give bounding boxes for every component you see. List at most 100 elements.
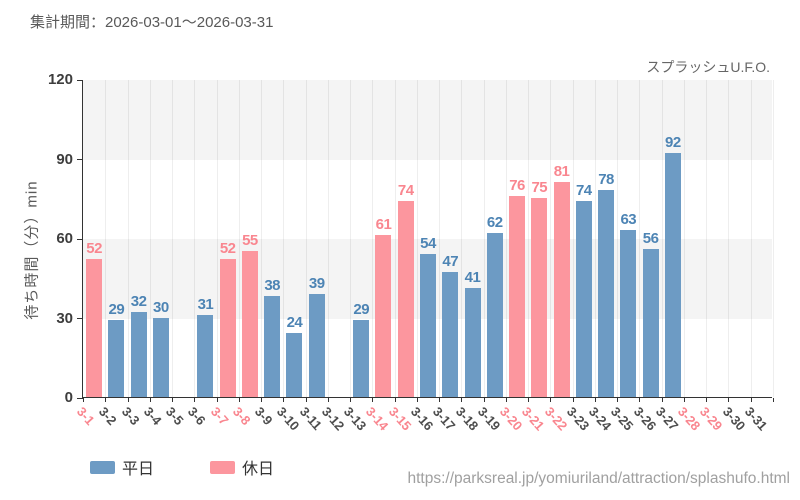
bar-3-4[interactable] — [152, 317, 169, 397]
vertical-gridline — [283, 80, 285, 397]
bar-3-14[interactable] — [375, 235, 392, 397]
bar-3-8[interactable] — [241, 251, 258, 397]
bar-value-3-8: 55 — [242, 232, 258, 250]
y-axis-tick — [77, 318, 83, 319]
legend-swatch-holiday[interactable] — [210, 460, 236, 474]
vertical-gridline — [305, 80, 307, 397]
x-axis-label-3-15: 3-15 — [385, 404, 415, 434]
bar-3-6[interactable] — [197, 314, 214, 397]
vertical-gridline — [728, 80, 730, 397]
x-axis-tick — [149, 398, 151, 402]
vertical-gridline — [706, 80, 708, 397]
bar-3-21[interactable] — [531, 198, 548, 397]
vertical-gridline — [238, 80, 240, 397]
bar-3-10[interactable] — [286, 333, 303, 397]
vertical-gridline — [550, 80, 552, 397]
x-axis-tick — [194, 398, 196, 402]
bar-value-3-23: 74 — [575, 181, 592, 199]
x-axis-label-3-21: 3-21 — [519, 404, 548, 434]
x-axis-label-3-30: 3-30 — [719, 404, 749, 434]
bar-value-3-6: 31 — [197, 295, 214, 313]
y-axis-tick — [77, 79, 83, 81]
x-axis-label-3-7: 3-7 — [207, 404, 232, 429]
bar-value-3-3: 32 — [130, 293, 147, 311]
bar-3-22[interactable] — [553, 182, 570, 397]
vertical-gridline — [750, 80, 752, 397]
x-axis-label-3-31: 3-31 — [741, 404, 771, 434]
x-axis-label-3-29: 3-29 — [697, 404, 726, 434]
y-axis-tick-label: 0 — [64, 389, 73, 406]
chart-plot-area: 0 30 60 90 120 52 3-1 29 3-2 32 3-3 30 3-4 3-5 31 3-6 52… — [48, 71, 774, 433]
vertical-gridline — [172, 80, 174, 397]
bar-3-3[interactable] — [130, 312, 147, 397]
bar-3-18[interactable] — [464, 288, 481, 397]
x-axis-tick — [238, 398, 240, 402]
legend-label-holiday[interactable]: 休日 — [242, 461, 275, 478]
bar-value-3-26: 56 — [642, 229, 659, 247]
bar-3-17[interactable] — [442, 272, 459, 397]
chart-legend: 平日 休日 — [90, 455, 274, 479]
bar-3-11[interactable] — [308, 293, 325, 397]
vertical-gridline — [372, 80, 374, 397]
y-axis-title: 待ち時間（分）min — [23, 180, 41, 320]
x-axis-tick — [572, 398, 574, 402]
bar-3-1[interactable] — [86, 259, 103, 397]
bar-3-23[interactable] — [575, 200, 592, 397]
y-axis-tick-label: 60 — [56, 230, 73, 247]
x-axis-tick — [261, 398, 263, 402]
attraction-name: スプラッシュU.F.O. — [646, 59, 770, 75]
x-axis-label-3-18: 3-18 — [452, 404, 481, 434]
bar-3-15[interactable] — [397, 200, 414, 397]
legend-label-weekday[interactable]: 平日 — [122, 461, 155, 478]
vertical-gridline — [394, 80, 396, 397]
y-axis-tick-label: 90 — [56, 150, 73, 168]
bar-3-19[interactable] — [486, 232, 503, 397]
vertical-gridline — [773, 80, 774, 397]
vertical-gridline — [416, 80, 418, 397]
y-axis-tick — [77, 159, 83, 160]
x-axis-tick — [728, 398, 730, 402]
x-axis-tick — [105, 398, 107, 402]
bar-3-24[interactable] — [598, 190, 615, 397]
vertical-gridline — [683, 80, 685, 397]
bar-3-7[interactable] — [219, 259, 236, 397]
bar-3-13[interactable] — [353, 320, 370, 397]
x-axis-tick — [550, 398, 552, 402]
x-axis-tick — [594, 398, 596, 402]
legend-swatch-weekday[interactable] — [90, 460, 115, 474]
bar-value-3-19: 62 — [486, 213, 503, 231]
vertical-gridline — [505, 80, 507, 397]
x-axis-tick — [216, 398, 218, 402]
bar-3-20[interactable] — [509, 195, 526, 397]
vertical-gridline — [483, 80, 485, 397]
bar-3-26[interactable] — [642, 248, 659, 397]
x-axis-label-3-8: 3-8 — [229, 404, 254, 429]
x-axis-tick — [327, 398, 329, 402]
x-axis-tick — [461, 398, 463, 402]
bar-3-2[interactable] — [108, 320, 125, 397]
x-axis-tick — [172, 398, 174, 402]
bar-value-3-25: 63 — [620, 211, 637, 229]
bar-value-3-15: 74 — [397, 181, 414, 199]
x-axis-tick — [394, 398, 396, 402]
x-axis-label-3-1: 3-1 — [73, 404, 98, 429]
vertical-gridline — [327, 80, 329, 397]
x-axis-tick — [483, 398, 485, 402]
bar-3-27[interactable] — [664, 153, 681, 397]
vertical-gridline — [528, 80, 530, 397]
x-axis-label-3-13: 3-13 — [341, 404, 370, 434]
source-url[interactable]: https://parksreal.jp/yomiuriland/attract… — [407, 470, 790, 487]
x-axis-tick — [683, 398, 685, 402]
bar-3-25[interactable] — [620, 230, 637, 397]
x-axis-tick — [617, 398, 619, 402]
vertical-gridline — [617, 80, 619, 397]
x-axis-tick — [127, 398, 129, 402]
x-axis-tick — [773, 398, 774, 402]
bar-3-9[interactable] — [264, 296, 281, 397]
bar-3-16[interactable] — [420, 253, 436, 397]
x-axis-tick — [439, 398, 441, 402]
y-axis-tick — [77, 238, 83, 240]
y-axis-tick — [77, 397, 83, 399]
bar-value-3-18: 41 — [464, 269, 481, 287]
bar-value-3-17: 47 — [442, 253, 459, 271]
